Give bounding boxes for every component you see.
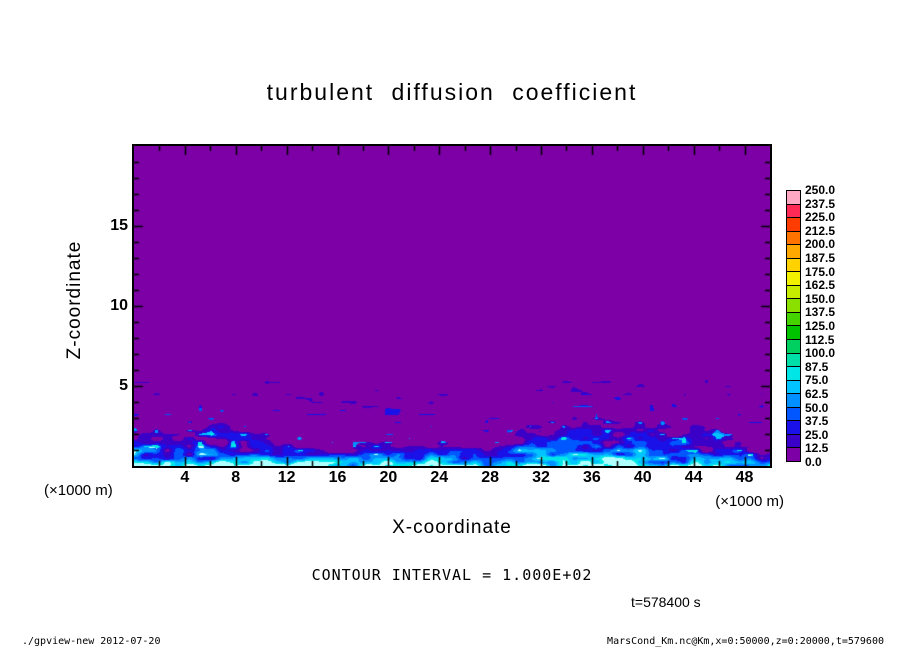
contour-interval-text: CONTOUR INTERVAL = 1.000E+02 — [311, 566, 593, 584]
heatmap-canvas — [132, 144, 772, 468]
colorbar-segment — [787, 244, 800, 258]
x-tick-label: 44 — [684, 469, 703, 486]
colorbar-segment — [787, 203, 800, 218]
colorbar-tick-label: 50.0 — [805, 400, 829, 415]
colorbar-segment — [787, 284, 800, 299]
colorbar-tick-label: 187.5 — [805, 251, 836, 265]
colorbar-segment — [787, 325, 800, 340]
colorbar-segment — [787, 257, 800, 272]
x-tick-label: 24 — [430, 469, 449, 486]
colorbar-tick-label: 150.0 — [805, 291, 836, 306]
x-tick-label: 40 — [633, 469, 652, 486]
colorbar-segment — [787, 339, 800, 353]
x-tick-label: 32 — [532, 469, 550, 486]
colorbar-segment — [787, 447, 800, 461]
colorbar-tick-label: 175.0 — [805, 264, 836, 279]
y-axis-label: Z-coordinate — [64, 240, 85, 360]
colorbar-segment — [787, 191, 800, 204]
colorbar-segment — [787, 217, 800, 231]
colorbar-tick-label: 0.0 — [805, 455, 822, 469]
x-tick-label: 36 — [583, 469, 601, 486]
x-tick-label: 48 — [735, 469, 754, 486]
colorbar-segment — [787, 393, 800, 407]
colorbar-tick-label: 112.5 — [805, 332, 835, 347]
colorbar-segment — [787, 406, 800, 421]
colorbar-segment — [787, 230, 800, 245]
colorbar-segment — [787, 298, 800, 312]
footer-command-text: ./gpview-new 2012-07-20 — [22, 636, 161, 647]
plot-title: turbulent diffusion coefficient — [266, 79, 638, 105]
time-annotation: t=578400 s — [631, 594, 701, 610]
colorbar-segment — [787, 352, 800, 367]
colorbar — [786, 190, 801, 462]
colorbar-segment — [787, 433, 800, 448]
y-tick-label: 15 — [110, 217, 128, 234]
colorbar-tick-label: 162.5 — [805, 278, 836, 293]
colorbar-segment — [787, 420, 800, 434]
y-tick-label: 5 — [119, 377, 128, 394]
colorbar-tick-label: 225.0 — [805, 210, 836, 225]
x-axis-unit: (×1000 m) — [715, 493, 784, 510]
colorbar-tick-label: 212.5 — [805, 223, 836, 238]
colorbar-tick-label: 25.0 — [805, 427, 829, 442]
colorbar-tick-label: 62.5 — [805, 387, 829, 401]
colorbar-segment — [787, 271, 800, 285]
colorbar-tick-label: 125.0 — [805, 319, 836, 333]
colorbar-tick-label: 100.0 — [805, 346, 836, 361]
y-tick-label: 10 — [110, 297, 128, 314]
colorbar-tick-label: 87.5 — [805, 359, 829, 374]
colorbar-tick-label: 37.5 — [805, 414, 829, 429]
y-axis-unit: (×1000 m) — [44, 482, 113, 499]
colorbar-tick-label: 237.5 — [805, 196, 836, 211]
x-tick-label: 16 — [328, 469, 347, 486]
colorbar-tick-label: 12.5 — [805, 441, 829, 456]
x-axis-label: X-coordinate — [392, 517, 512, 538]
footer-file-text: MarsCond_Km.nc@Km,x=0:50000,z=0:20000,t=… — [607, 636, 884, 647]
colorbar-tick-label: 137.5 — [805, 305, 836, 320]
x-tick-label: 28 — [481, 469, 500, 486]
colorbar-segment — [787, 379, 800, 394]
x-tick-label: 4 — [180, 469, 190, 486]
x-tick-label: 20 — [379, 469, 398, 486]
colorbar-segment — [787, 311, 800, 326]
x-tick-label: 8 — [231, 469, 241, 486]
colorbar-segment — [787, 366, 800, 380]
colorbar-tick-label: 75.0 — [805, 373, 829, 388]
x-tick-label: 12 — [277, 469, 296, 486]
colorbar-tick-label: 250.0 — [805, 183, 836, 197]
colorbar-tick-label: 200.0 — [805, 237, 836, 252]
